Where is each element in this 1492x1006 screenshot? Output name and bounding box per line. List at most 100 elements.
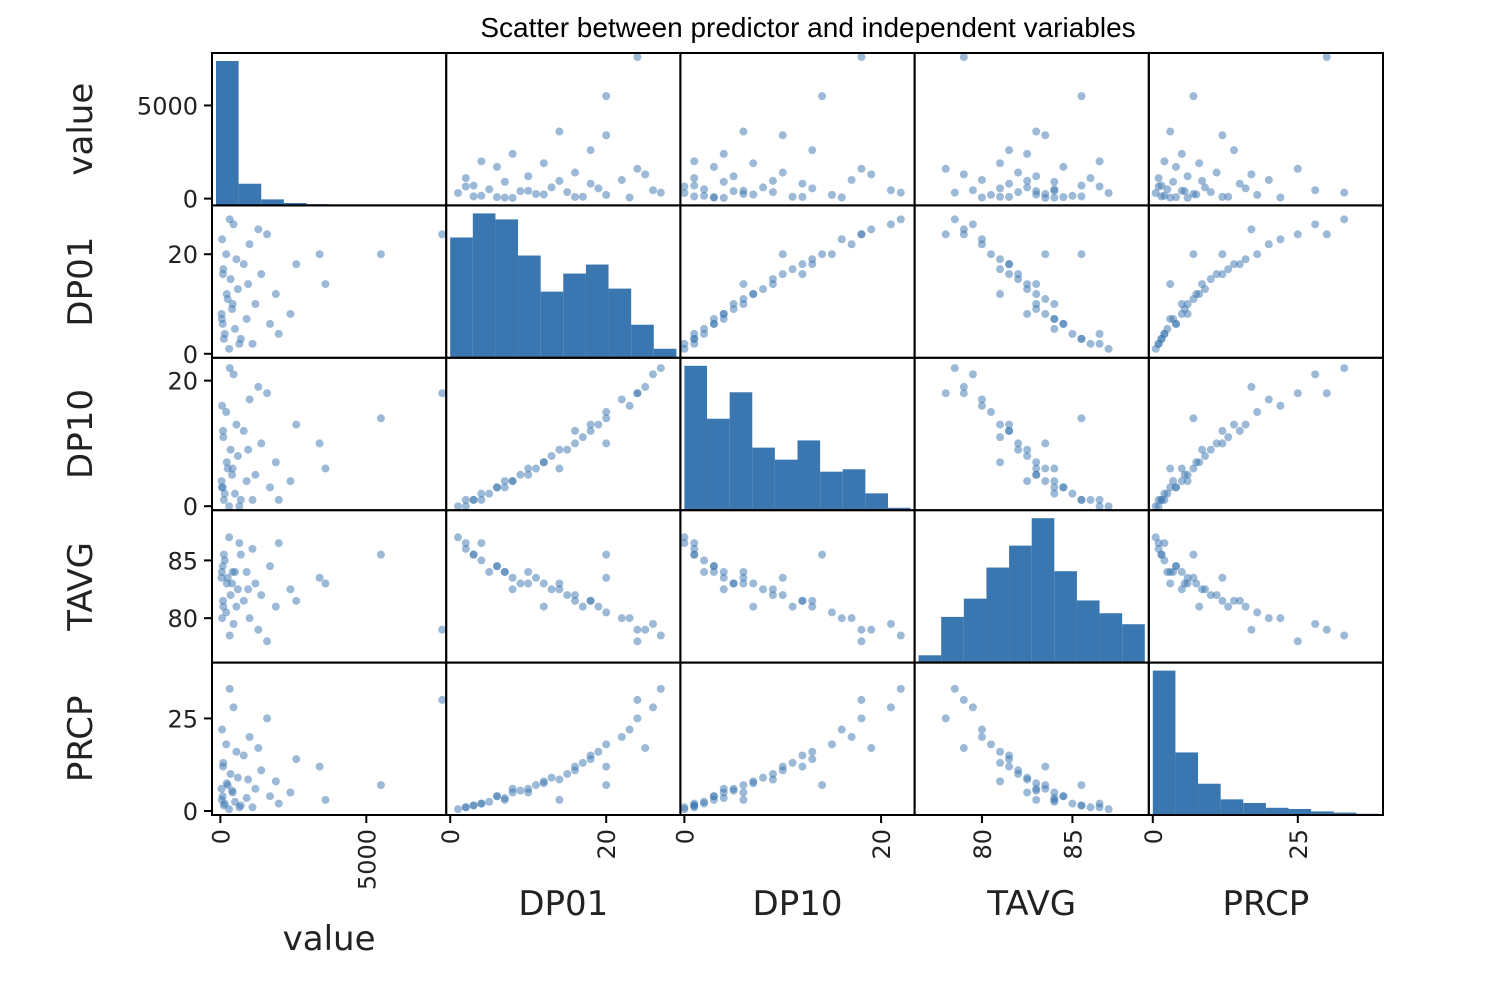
- cell-frame: [211, 52, 448, 207]
- scatter-point: [1032, 786, 1041, 795]
- scatter-point: [228, 470, 237, 479]
- scatter-point: [254, 382, 263, 391]
- scatter-point: [251, 470, 260, 479]
- scatter-point: [516, 786, 525, 795]
- scatter-point: [1023, 775, 1032, 784]
- hist-bar: [887, 507, 911, 511]
- scatter-point: [1104, 805, 1113, 814]
- scatter-point: [977, 193, 986, 202]
- scatter-point: [500, 477, 509, 486]
- scatter-point: [516, 187, 525, 196]
- scatter-point: [886, 619, 895, 628]
- scatter-point: [1023, 176, 1032, 185]
- scatter-point: [1160, 489, 1169, 498]
- x-tick-label: 0: [207, 829, 235, 844]
- hist-bar: [283, 202, 307, 206]
- scatter-point: [1050, 788, 1059, 797]
- scatter-point: [485, 489, 494, 498]
- scatter-point: [1032, 280, 1041, 289]
- scatter-point: [1177, 477, 1186, 486]
- scatter-point: [254, 225, 263, 234]
- scatter-point: [700, 567, 709, 576]
- scatter-point: [1005, 260, 1014, 269]
- hist-bar: [729, 392, 753, 511]
- hist-bar: [1076, 600, 1100, 663]
- scatter-point: [219, 433, 228, 442]
- scatter-point: [274, 799, 283, 808]
- scatter-point: [1206, 275, 1215, 284]
- cell-DP01-vs-TAVG: [913, 204, 1150, 359]
- scatter-point: [454, 805, 462, 814]
- scatter-point: [222, 740, 231, 749]
- scatter-point: [254, 744, 263, 753]
- scatter-point: [896, 215, 905, 224]
- cell-frame: [445, 661, 682, 816]
- scatter-point: [768, 280, 777, 289]
- scatter-point: [1005, 192, 1014, 201]
- scatter-point: [739, 127, 748, 136]
- scatter-point: [1014, 188, 1023, 197]
- scatter-point: [321, 579, 330, 588]
- scatter-point: [251, 784, 260, 793]
- scatter-point: [1189, 92, 1198, 101]
- scatter-point: [729, 304, 738, 313]
- scatter-point: [265, 483, 274, 492]
- scatter-point: [1077, 92, 1086, 101]
- scatter-point: [225, 344, 234, 353]
- scatter-point: [1059, 319, 1068, 328]
- cell-frame: [913, 661, 1150, 816]
- scatter-point: [1212, 439, 1221, 448]
- scatter-point: [1293, 230, 1302, 239]
- scatter-point: [1276, 193, 1285, 202]
- scatter-point: [232, 602, 241, 611]
- hist-bar: [495, 219, 519, 358]
- scatter-point: [229, 703, 238, 712]
- scatter-point: [837, 193, 846, 202]
- scatter-point: [1050, 489, 1059, 498]
- scatter-point: [1212, 591, 1221, 600]
- scatter-point: [1322, 53, 1331, 61]
- scatter-point: [508, 477, 517, 486]
- scatter-point: [1005, 270, 1014, 279]
- scatter-point: [251, 300, 260, 309]
- scatter-point: [228, 567, 237, 576]
- cell-frame: [913, 52, 1150, 207]
- cell-TAVG-vs-PRCP: [1147, 509, 1385, 664]
- hist-bar: [1054, 571, 1077, 663]
- hist-bar: [774, 459, 798, 511]
- scatter-point: [959, 53, 968, 61]
- scatter-point: [656, 364, 665, 373]
- scatter-point: [217, 483, 226, 492]
- scatter-point: [1230, 260, 1238, 269]
- scatter-point: [959, 225, 968, 234]
- scatter-point: [508, 573, 517, 582]
- scatter-point: [461, 502, 470, 511]
- scatter-point: [1041, 477, 1050, 486]
- scatter-point: [500, 795, 509, 804]
- scatter-point: [1095, 339, 1104, 348]
- scatter-point: [1166, 579, 1175, 588]
- scatter-point: [315, 762, 324, 771]
- scatter-point: [709, 795, 718, 804]
- scatter-point: [818, 781, 827, 790]
- scatter-point: [477, 157, 486, 166]
- scatter-point: [941, 164, 950, 173]
- scatter-point: [617, 732, 626, 741]
- scatter-point: [239, 596, 248, 605]
- scatter-point: [1041, 193, 1050, 202]
- scatter-point: [1086, 803, 1095, 812]
- y-axis-label-DP01: DP01: [61, 237, 101, 327]
- scatter-point: [1169, 477, 1178, 486]
- scatter-point: [292, 596, 301, 605]
- scatter-point: [524, 172, 533, 181]
- scatter-point: [896, 188, 905, 197]
- cell-PRCP-vs-TAVG: [913, 661, 1150, 816]
- scatter-point: [222, 779, 231, 788]
- scatter-point: [376, 414, 385, 423]
- scatter-point: [1050, 483, 1059, 492]
- scatter-point: [232, 255, 241, 264]
- scatter-point: [1023, 309, 1032, 318]
- scatter-point: [1077, 250, 1086, 259]
- scatter-point: [950, 188, 959, 197]
